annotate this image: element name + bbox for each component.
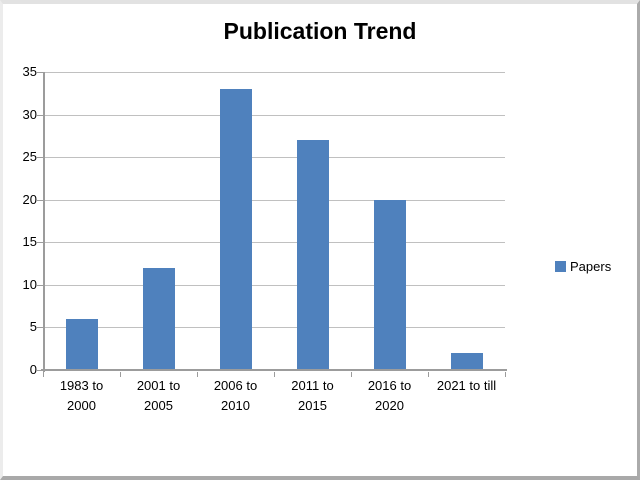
bar-6 — [450, 352, 483, 370]
x-axis-label: 2006 to 2010 — [197, 376, 274, 416]
x-axis-label-line: 2001 to — [136, 378, 181, 393]
y-axis-label: 20 — [22, 191, 37, 207]
bar-3 — [219, 89, 252, 370]
gridline — [43, 199, 505, 201]
x-axis-label-line: 2016 to — [367, 378, 412, 393]
x-axis-tick — [120, 372, 121, 377]
legend-swatch — [555, 261, 566, 272]
x-axis-label: 2011 to 2015 — [274, 376, 351, 416]
x-axis-label: 2001 to 2005 — [120, 376, 197, 416]
y-axis-label: 0 — [29, 362, 37, 377]
y-axis-label: 5 — [29, 319, 37, 335]
gridline — [43, 327, 505, 329]
x-axis-label-line: 2000 — [67, 398, 96, 413]
x-axis-tick — [274, 372, 275, 377]
x-axis-tick — [505, 372, 506, 377]
legend-label: Papers — [570, 259, 612, 274]
x-axis-label: 2021 to till — [428, 376, 505, 396]
y-axis-label: 30 — [22, 106, 37, 122]
y-axis-tick — [36, 114, 43, 116]
x-axis-line — [41, 369, 507, 371]
bar-4 — [296, 140, 329, 370]
y-axis-label: 25 — [22, 149, 37, 165]
x-axis-tick — [428, 372, 429, 377]
y-axis-tick — [36, 72, 43, 73]
bar-1 — [65, 318, 98, 370]
x-axis-tick — [43, 372, 44, 377]
y-axis-tick — [36, 284, 43, 286]
y-axis-tick — [36, 199, 43, 201]
x-axis-tick — [197, 372, 198, 377]
legend: Papers — [555, 259, 611, 274]
x-axis-label-line: 2011 to — [291, 378, 334, 393]
x-axis-label-line: 2005 — [144, 398, 173, 413]
x-axis-label: 2016 to 2020 — [351, 376, 428, 416]
bar-2 — [142, 267, 175, 370]
y-axis-label: 35 — [22, 64, 37, 79]
y-axis-tick — [36, 327, 43, 329]
gridline — [43, 72, 505, 73]
x-axis-label-line: 2006 to — [213, 378, 258, 393]
y-axis-line — [43, 72, 45, 372]
y-axis-tick — [36, 157, 43, 159]
y-axis-label: 10 — [22, 276, 37, 292]
x-axis-label-line: 2021 to till — [436, 378, 497, 393]
chart-title: Publication Trend — [223, 18, 417, 44]
gridline — [43, 114, 505, 116]
plot-area — [43, 72, 505, 370]
x-axis-label-line: 2010 — [221, 398, 250, 413]
x-axis-label-line: 2020 — [375, 398, 404, 413]
x-axis-label-line: 2015 — [298, 398, 327, 413]
y-axis-tick — [36, 370, 43, 371]
y-axis-label: 15 — [22, 234, 37, 250]
gridline — [43, 242, 505, 244]
gridline — [43, 284, 505, 286]
x-axis-label-line: 1983 to — [59, 378, 104, 393]
x-axis-tick — [351, 372, 352, 377]
gridline — [43, 157, 505, 159]
bar-5 — [373, 199, 406, 370]
x-axis-label: 1983 to 2000 — [43, 376, 120, 416]
y-axis-tick — [36, 242, 43, 244]
